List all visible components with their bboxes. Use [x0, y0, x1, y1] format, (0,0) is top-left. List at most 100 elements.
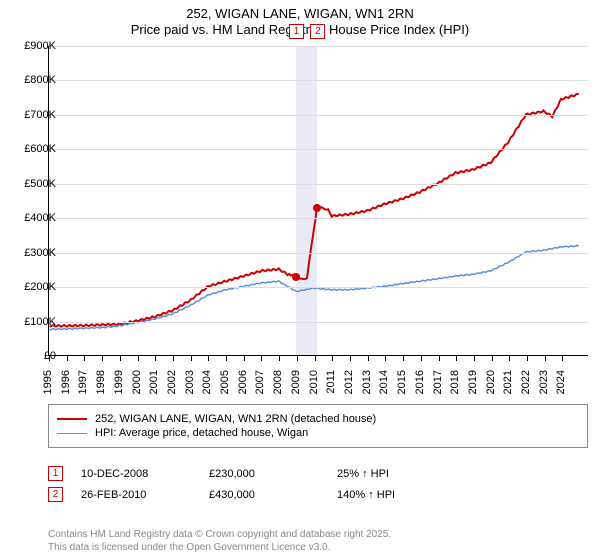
x-tick: [350, 356, 351, 361]
legend-item: 252, WIGAN LANE, WIGAN, WN1 2RN (detache…: [57, 413, 579, 425]
attribution-line: This data is licensed under the Open Gov…: [48, 542, 391, 555]
x-axis-label: 1996: [60, 370, 72, 394]
x-axis-label: 2015: [396, 370, 408, 394]
sale-marker: 1: [289, 24, 304, 39]
footnote-hpi: 25% ↑ HPI: [337, 468, 447, 480]
x-axis-label: 2010: [308, 370, 320, 394]
chart-plot-area: 12: [48, 46, 588, 356]
x-axis-label: 2011: [325, 370, 337, 394]
x-axis-label: 2004: [201, 370, 213, 394]
legend-item: HPI: Average price, detached house, Wiga…: [57, 427, 579, 439]
x-tick: [545, 356, 546, 361]
x-tick: [562, 356, 563, 361]
x-tick: [208, 356, 209, 361]
x-axis-label: 2019: [467, 370, 479, 394]
y-axis-label: £900K: [24, 40, 56, 52]
x-tick: [173, 356, 174, 361]
x-axis-label: 1995: [42, 370, 54, 394]
footnote-price: £230,000: [209, 468, 319, 480]
x-axis-label: 2007: [254, 370, 266, 394]
x-axis-label: 1998: [95, 370, 107, 394]
x-axis-labels: 1995199619971998199920002001200220032004…: [48, 362, 588, 402]
footnotes: 1 10-DEC-2008 £230,000 25% ↑ HPI 2 26-FE…: [48, 460, 588, 508]
chart-lines-svg: [49, 46, 588, 355]
x-axis-label: 2005: [219, 370, 231, 394]
footnote-row: 1 10-DEC-2008 £230,000 25% ↑ HPI: [48, 466, 588, 481]
y-axis-label: £400K: [24, 212, 56, 224]
x-axis-label: 2020: [485, 370, 497, 394]
y-axis-label: £0: [44, 350, 56, 362]
footnote-date: 10-DEC-2008: [81, 468, 191, 480]
x-axis-label: 2001: [148, 370, 160, 394]
x-axis-label: 2022: [520, 370, 532, 394]
x-tick: [67, 356, 68, 361]
footnote-marker: 2: [48, 487, 63, 502]
x-tick: [226, 356, 227, 361]
x-tick: [155, 356, 156, 361]
gridline: [49, 287, 588, 288]
x-tick: [368, 356, 369, 361]
x-axis-label: 2016: [414, 370, 426, 394]
x-tick: [456, 356, 457, 361]
x-axis-label: 2006: [237, 370, 249, 394]
x-tick: [315, 356, 316, 361]
legend-label: 252, WIGAN LANE, WIGAN, WN1 2RN (detache…: [95, 413, 376, 425]
y-axis-label: £300K: [24, 247, 56, 259]
x-tick: [492, 356, 493, 361]
y-axis-label: £800K: [24, 74, 56, 86]
x-tick: [244, 356, 245, 361]
x-axis-label: 2002: [166, 370, 178, 394]
x-axis-label: 2000: [131, 370, 143, 394]
legend: 252, WIGAN LANE, WIGAN, WN1 2RN (detache…: [48, 404, 588, 448]
legend-label: HPI: Average price, detached house, Wiga…: [95, 427, 308, 439]
x-axis-label: 1997: [77, 370, 89, 394]
x-axis-label: 2008: [272, 370, 284, 394]
gridline: [49, 218, 588, 219]
x-axis-label: 2023: [538, 370, 550, 394]
x-axis-label: 2013: [361, 370, 373, 394]
attribution: Contains HM Land Registry data © Crown c…: [48, 529, 391, 554]
y-axis-label: £700K: [24, 109, 56, 121]
x-tick: [332, 356, 333, 361]
legend-swatch: [57, 418, 87, 420]
x-tick: [120, 356, 121, 361]
x-axis-label: 2003: [184, 370, 196, 394]
x-tick: [138, 356, 139, 361]
x-tick: [527, 356, 528, 361]
y-axis-label: £500K: [24, 178, 56, 190]
x-tick: [403, 356, 404, 361]
x-tick: [261, 356, 262, 361]
x-axis-label: 2018: [449, 370, 461, 394]
sale-marker: 2: [310, 24, 325, 39]
sale-point: [292, 273, 300, 281]
footnote-price: £430,000: [209, 489, 319, 501]
y-axis-label: £600K: [24, 143, 56, 155]
x-tick: [84, 356, 85, 361]
x-tick: [509, 356, 510, 361]
title-line1: 252, WIGAN LANE, WIGAN, WN1 2RN: [0, 6, 600, 21]
sale-point: [313, 204, 321, 212]
x-axis-label: 2021: [502, 370, 514, 394]
y-axis-label: £100K: [24, 316, 56, 328]
legend-swatch: [57, 433, 87, 434]
x-tick: [421, 356, 422, 361]
footnote-row: 2 26-FEB-2010 £430,000 140% ↑ HPI: [48, 487, 588, 502]
x-axis-label: 2014: [378, 370, 390, 394]
attribution-line: Contains HM Land Registry data © Crown c…: [48, 529, 391, 542]
gridline: [49, 80, 588, 81]
gridline: [49, 115, 588, 116]
gridline: [49, 184, 588, 185]
x-axis-label: 2009: [290, 370, 302, 394]
footnote-marker: 1: [48, 466, 63, 481]
x-tick: [102, 356, 103, 361]
y-axis-label: £200K: [24, 281, 56, 293]
chart-container: 252, WIGAN LANE, WIGAN, WN1 2RN Price pa…: [0, 0, 600, 560]
x-tick: [279, 356, 280, 361]
x-tick: [474, 356, 475, 361]
x-tick: [297, 356, 298, 361]
footnote-date: 26-FEB-2010: [81, 489, 191, 501]
gridline: [49, 253, 588, 254]
gridline: [49, 46, 588, 47]
x-axis-label: 1999: [113, 370, 125, 394]
gridline: [49, 322, 588, 323]
